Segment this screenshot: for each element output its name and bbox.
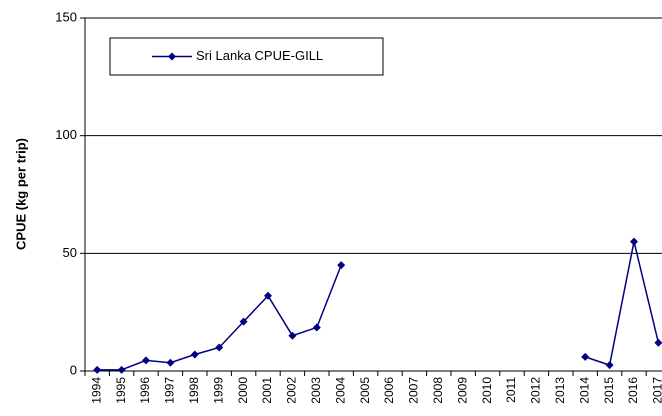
- point-marker: [630, 237, 638, 246]
- point-marker: [117, 365, 126, 374]
- y-axis-label: CPUE (kg per trip): [13, 138, 28, 250]
- x-tick-label: 2015: [602, 377, 616, 404]
- legend-marker: [168, 52, 176, 61]
- x-tick-label: 2017: [651, 377, 662, 404]
- x-tick-label: 1997: [163, 377, 177, 404]
- x-tick-label: 2005: [358, 377, 372, 404]
- x-tick-label: 2001: [260, 377, 274, 404]
- x-tick-label: 2003: [309, 377, 323, 404]
- point-marker: [166, 358, 175, 367]
- x-tick-label: 2012: [529, 377, 543, 404]
- series-line: [97, 241, 660, 371]
- x-tick-label: 2014: [577, 377, 591, 404]
- point-marker: [581, 352, 590, 361]
- x-tick-label: 2006: [382, 377, 396, 404]
- x-tick-label: 2011: [504, 377, 518, 403]
- y-tick-label: 0: [70, 362, 77, 377]
- x-tick-label: 1995: [114, 377, 128, 404]
- x-tick-label: 2013: [553, 377, 567, 404]
- x-tick-label: 2008: [431, 377, 445, 404]
- point-marker: [264, 291, 272, 300]
- x-tick-label: 2002: [285, 377, 299, 404]
- y-tick-label: 100: [55, 127, 77, 142]
- point-marker: [654, 338, 662, 347]
- x-tick-label: 2009: [455, 377, 469, 404]
- point-marker: [93, 365, 102, 374]
- x-tick-label: 1998: [187, 377, 201, 404]
- point-marker: [239, 317, 248, 326]
- y-tick-label: 150: [55, 9, 77, 24]
- x-tick-label: 2004: [333, 377, 347, 404]
- x-tick-label: 1996: [138, 377, 152, 404]
- x-tick-label: 1999: [211, 377, 225, 404]
- x-tick-label: 2007: [407, 377, 421, 404]
- point-marker: [312, 323, 321, 332]
- point-marker: [215, 343, 224, 352]
- y-tick-label: 50: [63, 245, 77, 260]
- x-tick-label: 2000: [236, 377, 250, 404]
- point-marker: [288, 331, 297, 340]
- point-marker: [190, 350, 199, 359]
- point-marker: [142, 356, 150, 365]
- point-marker: [337, 261, 346, 270]
- point-marker: [605, 361, 614, 370]
- legend-label: Sri Lanka CPUE-GILL: [196, 48, 323, 63]
- x-tick-label: 2010: [480, 377, 494, 404]
- x-tick-label: 1994: [89, 377, 103, 404]
- x-tick-label: 2016: [626, 377, 640, 404]
